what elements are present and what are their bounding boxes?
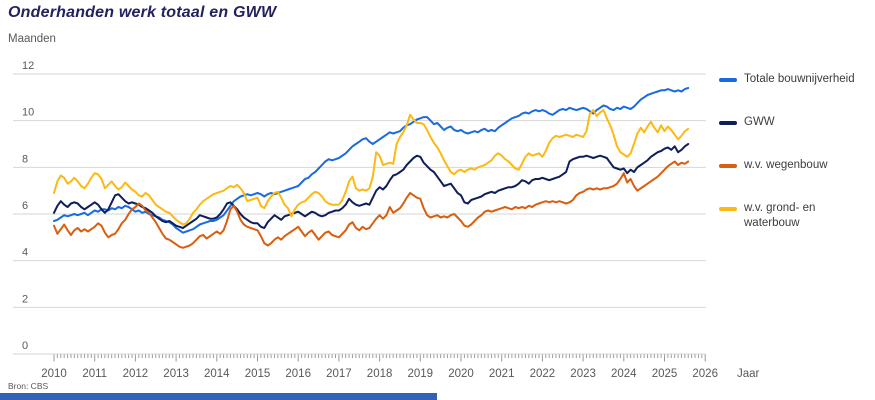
x-tick-label-2020: 2020 [448,368,474,380]
legend-swatch-blue [719,78,737,82]
x-tick-label-2022: 2022 [530,368,556,380]
x-tick-label-2023: 2023 [570,368,596,380]
y-tick-label-4: 4 [22,247,28,259]
x-tick-label-2010: 2010 [41,368,67,380]
legend-swatch-orange [719,164,737,168]
legend-label: w.v. wegenbouw [744,159,828,171]
y-tick-label-0: 0 [22,340,28,352]
legend-label: GWW [744,116,775,128]
chart-title: Onderhanden werk totaal en GWW [8,4,277,21]
legend-swatch-yellow [719,207,737,211]
y-tick-label-10: 10 [22,107,34,119]
x-tick-label-2025: 2025 [652,368,678,380]
legend-item-totale-bouwnijverheid[interactable]: Totale bouwnijverheid [719,72,862,87]
y-tick-label-12: 12 [22,60,34,72]
x-tick-label-2013: 2013 [163,368,189,380]
legend-label: Totale bouwnijverheid [744,73,855,85]
y-axis-unit-label: Maanden [8,33,56,45]
y-tick-label-6: 6 [22,200,28,212]
x-tick-label-2017: 2017 [326,368,352,380]
legend-swatch-navy [719,121,737,125]
legend-label: w.v. grond- en waterbouw [744,202,816,229]
x-tick-label-2012: 2012 [123,368,149,380]
x-tick-label-2011: 2011 [82,368,107,380]
series-line-w-v-grond-en-waterbouw [53,109,690,226]
x-tick-label-2019: 2019 [408,368,434,380]
legend-item-grond-en-waterbouw[interactable]: w.v. grond- en waterbouw [719,201,862,231]
x-tick-label-2026: 2026 [692,368,718,380]
x-tick-label-2016: 2016 [285,368,311,380]
source-credit: Bron: CBS [8,381,49,391]
x-axis-label: Jaar [737,368,760,380]
x-tick-label-2014: 2014 [204,368,230,380]
legend-item-wegenbouw[interactable]: w.v. wegenbouw [719,158,862,173]
x-tick-label-2018: 2018 [367,368,393,380]
footer-accent-bar [0,393,437,400]
y-tick-label-2: 2 [22,293,28,305]
series-line-gww [53,143,690,229]
x-tick-label-2015: 2015 [245,368,271,380]
x-tick-label-2024: 2024 [611,368,637,380]
series-line-w-v-wegenbouw [53,160,690,249]
x-tick-label-2021: 2021 [489,368,515,380]
y-tick-label-8: 8 [22,153,28,165]
legend-item-gww[interactable]: GWW [719,115,862,130]
